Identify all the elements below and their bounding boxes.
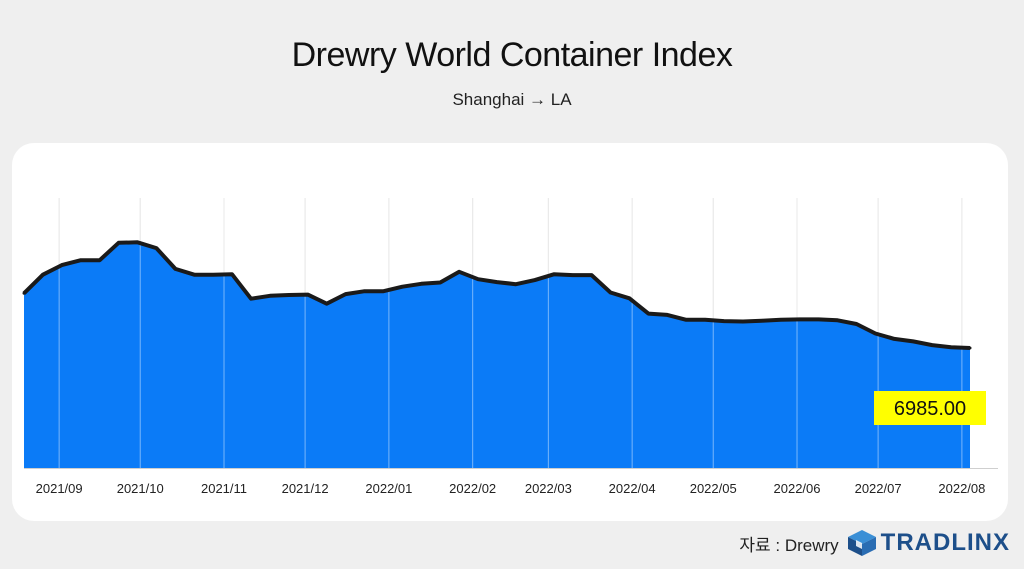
value-annotation: 6985.00 [874, 391, 986, 425]
tradlinx-cube-icon [847, 530, 876, 556]
x-tick-label: 2022/04 [609, 481, 656, 496]
series-line [22, 240, 971, 350]
x-tick-label: 2022/01 [365, 481, 412, 496]
chart-title: Drewry World Container Index [291, 36, 733, 74]
footer: 자료 : Drewry TRADLINX [739, 528, 1010, 558]
x-tick-label: 2021/09 [36, 481, 83, 496]
source-label: 자료 : Drewry [739, 535, 839, 555]
x-tick-labels: 2021/09 2021/10 2021/11 2021/12 2022/01 2022/… [36, 481, 986, 496]
x-tick-label: 2021/10 [117, 481, 164, 496]
x-tick-label: 2021/12 [282, 481, 329, 496]
x-tick-label: 2022/07 [855, 481, 902, 496]
chart-card: 2021/09 2021/10 2021/11 2021/12 2022/01 2022/… [12, 143, 1008, 521]
x-tick-label: 2021/11 [201, 481, 247, 496]
x-tick-label: 2022/06 [774, 481, 821, 496]
annotation-value: 6985.00 [894, 398, 966, 420]
chart-svg: 2021/09 2021/10 2021/11 2021/12 2022/01 2022/… [22, 198, 998, 496]
brand-name: TRADLINX [880, 529, 1010, 556]
area-fill [24, 242, 970, 468]
x-tick-label: 2022/02 [449, 481, 496, 496]
brand-logo: TRADLINX [847, 529, 1010, 557]
annotation-box [874, 391, 986, 425]
x-tick-label: 2022/08 [938, 481, 985, 496]
chart-subtitle: Shanghai → LA [452, 90, 572, 109]
x-tick-label: 2022/05 [690, 481, 737, 496]
x-tick-label: 2022/03 [525, 481, 572, 496]
